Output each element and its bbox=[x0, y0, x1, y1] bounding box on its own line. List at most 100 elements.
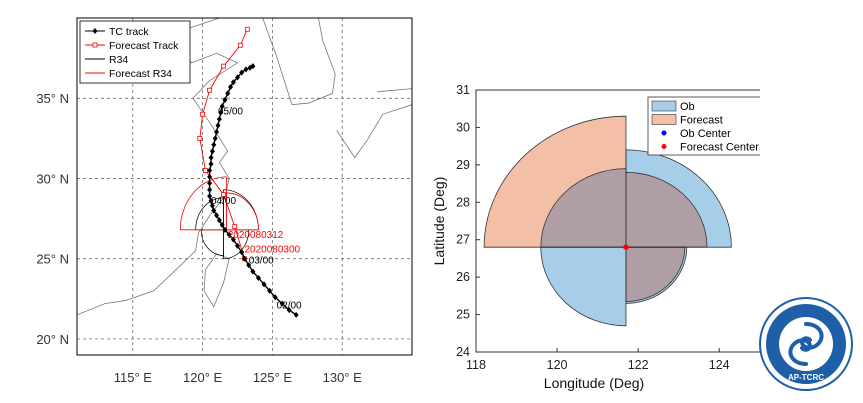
tc-track-point-39 bbox=[230, 79, 236, 86]
tc-track-point-29 bbox=[211, 141, 217, 148]
radii-plot-frame bbox=[475, 89, 760, 353]
forecast-r34-quadrant-r_nw bbox=[179, 176, 227, 231]
r34-quadrant-r_nw bbox=[195, 197, 224, 231]
tc-track-point-36 bbox=[222, 96, 228, 103]
tc-track-label-3: 05/00 bbox=[218, 106, 243, 117]
map-y-tick-label-2: 30° N bbox=[36, 171, 69, 186]
tc-track-point-4 bbox=[267, 287, 273, 294]
tc-track-point-9 bbox=[242, 255, 247, 262]
tc-track-label-1: 03/00 bbox=[249, 256, 274, 267]
map-frame bbox=[76, 17, 413, 356]
tc-track-point-18 bbox=[211, 207, 217, 214]
tc-track-point-28 bbox=[209, 148, 215, 155]
radii-y-axis-label: Latitude (Deg) bbox=[431, 177, 447, 266]
tc-track-point-32 bbox=[215, 122, 221, 129]
coastline-2 bbox=[262, 18, 336, 106]
tc-track-point-1 bbox=[286, 307, 292, 314]
ob-outline-sw bbox=[540, 246, 627, 327]
forecast-track-point-2 bbox=[221, 192, 226, 197]
radii-y-tick-label-6: 30 bbox=[456, 120, 470, 134]
map-x-tick-label-3: 130° E bbox=[323, 370, 363, 385]
radii-y-tick-label-4: 28 bbox=[456, 195, 470, 209]
tc-track-point-33 bbox=[216, 116, 222, 123]
radii-legend-label-1: Forecast bbox=[680, 115, 723, 127]
radii-legend-swatch-1 bbox=[651, 114, 677, 125]
tc-track-point-31 bbox=[214, 128, 220, 135]
map-legend-label-3: Forecast R34 bbox=[109, 68, 172, 80]
tc-track-point-25 bbox=[207, 167, 213, 174]
tc-track-point-23 bbox=[207, 180, 213, 187]
radii-legend-swatch-0 bbox=[651, 100, 677, 112]
radii-legend-dot-3 bbox=[661, 144, 667, 149]
tc-track-point-11 bbox=[235, 242, 241, 249]
tc-track-label-0: 02/00 bbox=[277, 300, 302, 311]
tc-track-point-13 bbox=[226, 231, 232, 238]
map-x-tick-label-0: 115° E bbox=[114, 370, 153, 385]
tc-track-point-5 bbox=[261, 281, 267, 288]
tc-track-point-20 bbox=[208, 197, 214, 204]
r34-quadrant-r_sw bbox=[200, 229, 224, 256]
tc-track-point-7 bbox=[250, 268, 256, 275]
coastline-3 bbox=[336, 104, 412, 159]
map-legend-label-1: Forecast Track bbox=[109, 40, 179, 52]
radii-legend-label-3: Forecast Center bbox=[680, 142, 759, 154]
tc-track-point-21 bbox=[207, 193, 213, 200]
forecast-r34-quadrant-r_ne bbox=[225, 192, 259, 231]
tc-track-point-14 bbox=[222, 226, 228, 233]
tc-track-point-27 bbox=[208, 154, 214, 161]
radii-x-tick-label-3: 124 bbox=[709, 358, 730, 372]
ob-outline-ne bbox=[625, 149, 732, 248]
overlap-area-nw bbox=[540, 168, 626, 248]
radii-x-tick-label-2: 122 bbox=[628, 358, 649, 372]
forecast-track-line bbox=[199, 29, 248, 259]
radii-legend-label-2: Ob Center bbox=[680, 128, 731, 140]
overlap-area-se bbox=[625, 247, 685, 302]
tc-track-point-26 bbox=[208, 161, 214, 168]
ob-outline-se bbox=[625, 246, 688, 304]
radii-y-tick-label-3: 27 bbox=[456, 233, 470, 247]
ob-area-sw bbox=[540, 247, 626, 326]
tc-track-point-37 bbox=[225, 90, 231, 97]
forecast-outline-nw bbox=[483, 115, 627, 248]
map-y-tick-label-1: 25° N bbox=[36, 252, 69, 267]
tc-track-point-42 bbox=[243, 66, 249, 73]
tc-track-point-0 bbox=[293, 311, 299, 318]
forecast-track-point-5 bbox=[200, 111, 206, 117]
tc-track-point-17 bbox=[214, 212, 220, 219]
radii-x-axis-label: Longitude (Deg) bbox=[544, 375, 644, 391]
forecast-outline-ne bbox=[625, 171, 708, 248]
forecast-track-point-9 bbox=[244, 26, 250, 32]
tc-track-point-38 bbox=[228, 84, 234, 91]
logo-text: AP-TCRC bbox=[788, 373, 824, 382]
tc-track-point-22 bbox=[207, 186, 213, 193]
tc-track-point-15 bbox=[219, 222, 225, 229]
forecast-track-point-8 bbox=[237, 42, 243, 48]
tc-track-point-35 bbox=[219, 103, 225, 110]
map-x-tick-label-1: 120° E bbox=[183, 370, 223, 385]
radii-y-tick-label-7: 31 bbox=[456, 83, 470, 97]
wind-radii-chart: 118 120 122 124 24 25 26 27 28 29 30 31 Longitude (D… bbox=[431, 83, 760, 391]
tc-track-point-44 bbox=[250, 63, 256, 70]
tc-track-label-2: 04/00 bbox=[211, 196, 236, 207]
tc-track-point-24 bbox=[207, 173, 213, 180]
tc-track-point-8 bbox=[246, 262, 252, 269]
forecast-outline-se bbox=[625, 246, 686, 302]
overlap-area-ne bbox=[625, 172, 708, 248]
tc-track-point-30 bbox=[212, 135, 218, 142]
tc-track-point-12 bbox=[230, 236, 236, 243]
tc-track-point-40 bbox=[235, 74, 241, 81]
map-x-tick-label-2: 125° E bbox=[253, 370, 293, 385]
forecast-label-1: 2020080300 bbox=[245, 244, 301, 255]
map-legend-label-0: TC track bbox=[109, 26, 149, 38]
radii-legend-label-0: Ob bbox=[680, 101, 695, 113]
forecast-track-point-3 bbox=[203, 168, 208, 173]
radii-x-tick-label-1: 120 bbox=[547, 358, 568, 372]
radii-y-tick-label-5: 29 bbox=[456, 158, 470, 172]
ap-tcrc-logo: AP-TCRC bbox=[759, 297, 853, 391]
map-legend-label-2: R34 bbox=[109, 54, 128, 66]
tc-track-point-3 bbox=[272, 294, 278, 301]
forecast-track-point-1 bbox=[232, 224, 238, 230]
tc-track-point-10 bbox=[239, 249, 245, 256]
map-y-tick-label-3: 35° N bbox=[36, 91, 69, 106]
tc-track-point-34 bbox=[218, 109, 224, 116]
